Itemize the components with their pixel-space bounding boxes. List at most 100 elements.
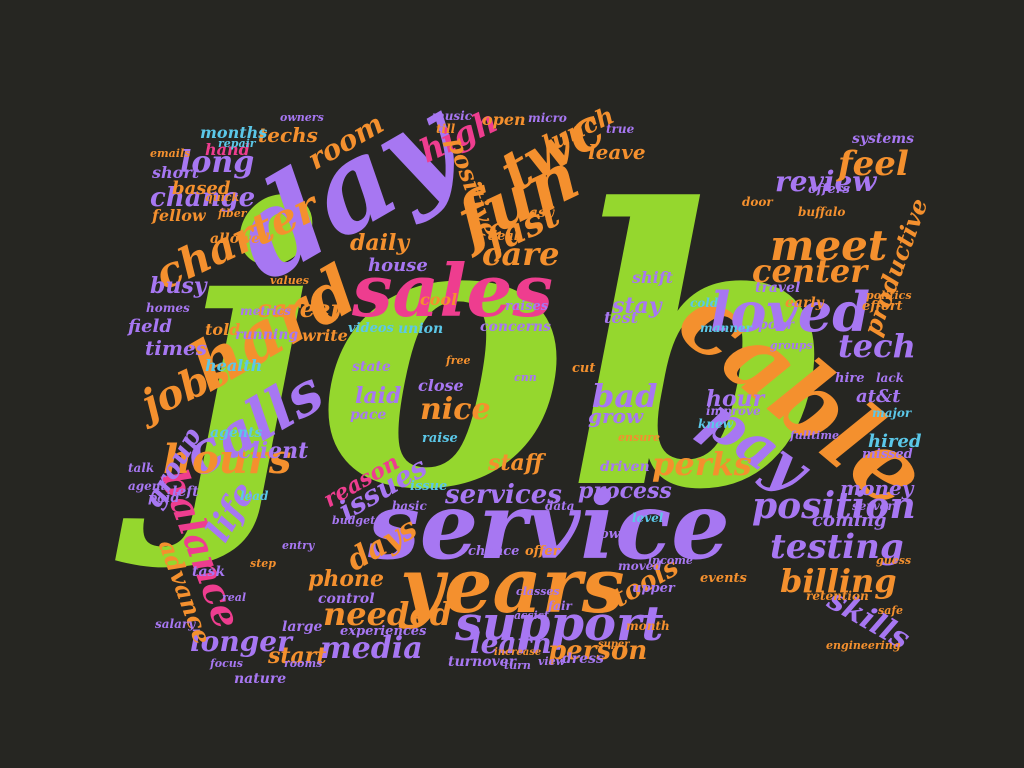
word-staff: staff (488, 450, 543, 476)
word-values: values (270, 274, 309, 287)
word-moved: moved (618, 559, 662, 573)
word-systems: systems (852, 131, 914, 147)
word-techs: techs (258, 123, 318, 147)
word-care: care (482, 235, 560, 273)
word-upper: upper (632, 581, 675, 596)
word-health: health (205, 356, 263, 375)
word-fellow: fellow (152, 206, 206, 225)
word-offers: offers (808, 182, 850, 197)
word-groups: groups (770, 339, 813, 352)
word-based: based (172, 178, 231, 199)
word-write: write (302, 326, 348, 345)
word-pace: pace (350, 407, 387, 423)
word-loved: loved (710, 280, 871, 344)
word-nature: nature (234, 671, 287, 687)
word-process: process (578, 478, 672, 504)
word-lack: lack (876, 371, 904, 385)
word-hire: hire (835, 371, 865, 386)
word-billing: billing (780, 562, 897, 600)
word-offer: offer (525, 544, 560, 559)
word-improve: improve (706, 404, 761, 418)
word-bad: bad (592, 377, 658, 415)
word-talk: talk (128, 461, 155, 475)
word-repair: repair (218, 137, 256, 150)
word-cool: cool (420, 290, 458, 309)
word-hours: hours (163, 436, 292, 483)
word-phone: phone (308, 566, 385, 592)
word-easy: easy (520, 205, 554, 221)
word-months: months (200, 123, 268, 142)
word-raise: raise (422, 431, 458, 446)
word-entry: entry (282, 539, 315, 552)
word-needed: needed (323, 595, 453, 633)
word-laid: laid (355, 383, 402, 409)
word-lead: lead (240, 489, 269, 503)
word-learn: learn (470, 627, 552, 660)
word-state: state (352, 359, 391, 375)
word-music: music (432, 109, 473, 123)
word-tech: tech (838, 327, 916, 365)
word-rooms: rooms (284, 657, 323, 670)
word-till: till (436, 122, 456, 136)
word-level: level (632, 511, 664, 525)
word-income: income (648, 554, 693, 567)
word-fair: fair (548, 599, 572, 613)
word-nice: nice (420, 392, 491, 427)
word-field: field (128, 316, 172, 337)
word-early: early (785, 295, 824, 311)
word-allowed: allowed (210, 231, 270, 247)
word-real: real (222, 591, 247, 604)
word-experiences: experiences (340, 624, 427, 639)
word-media: media (320, 631, 423, 666)
word-position: position (752, 485, 916, 527)
word-homes: homes (146, 301, 190, 315)
word-micro: micro (528, 111, 567, 125)
word-job: job (178, 126, 835, 573)
word-view: view (538, 655, 566, 668)
word-service: service (368, 472, 730, 580)
word-open: open (482, 110, 526, 129)
word-server: server (852, 499, 894, 513)
word-fiber: fiber (218, 207, 247, 220)
word-basic: basic (392, 499, 427, 513)
word-fulltime: fulltime (790, 429, 839, 442)
word-att: at&t (856, 386, 901, 407)
word-paid: paid (148, 491, 180, 506)
word-running: running (235, 327, 299, 343)
word-knew: knew (698, 417, 734, 431)
word-deal: deal (488, 229, 519, 244)
word-client: client (238, 438, 309, 464)
word-union: union (398, 321, 444, 337)
word-true: true (606, 122, 635, 136)
word-manner: manner (700, 321, 752, 335)
word-money: money (840, 476, 914, 500)
word-data: data (545, 499, 575, 513)
word-long: long (180, 145, 255, 180)
word-engineering: engineering (826, 639, 901, 652)
word-events: events (700, 571, 747, 586)
word-hired: hired (868, 431, 922, 452)
word-classes: classes (516, 585, 560, 598)
word-shift: shift (632, 268, 673, 287)
word-safe: safe (878, 604, 904, 617)
word-buffalo: buffalo (798, 205, 846, 219)
word-missed: missed (862, 447, 913, 462)
word-issue: issue (410, 479, 448, 494)
word-test: test (604, 308, 638, 327)
word-large: large (282, 619, 323, 635)
word-politics: politics (866, 289, 912, 302)
word-center: center (752, 252, 868, 290)
word-sales: sales (352, 248, 553, 333)
word-testing: testing (770, 527, 904, 567)
word-agents: agents (210, 425, 263, 441)
word-increase: increase (494, 647, 542, 658)
word-dress: dress (562, 651, 604, 667)
word-left: left (172, 484, 199, 500)
word-raises: raises (505, 299, 549, 314)
word-daily: daily (350, 230, 410, 256)
word-meet: meet (770, 221, 888, 270)
word-task: task (192, 564, 226, 580)
word-control: control (318, 591, 375, 607)
word-assist: assist (514, 609, 549, 622)
